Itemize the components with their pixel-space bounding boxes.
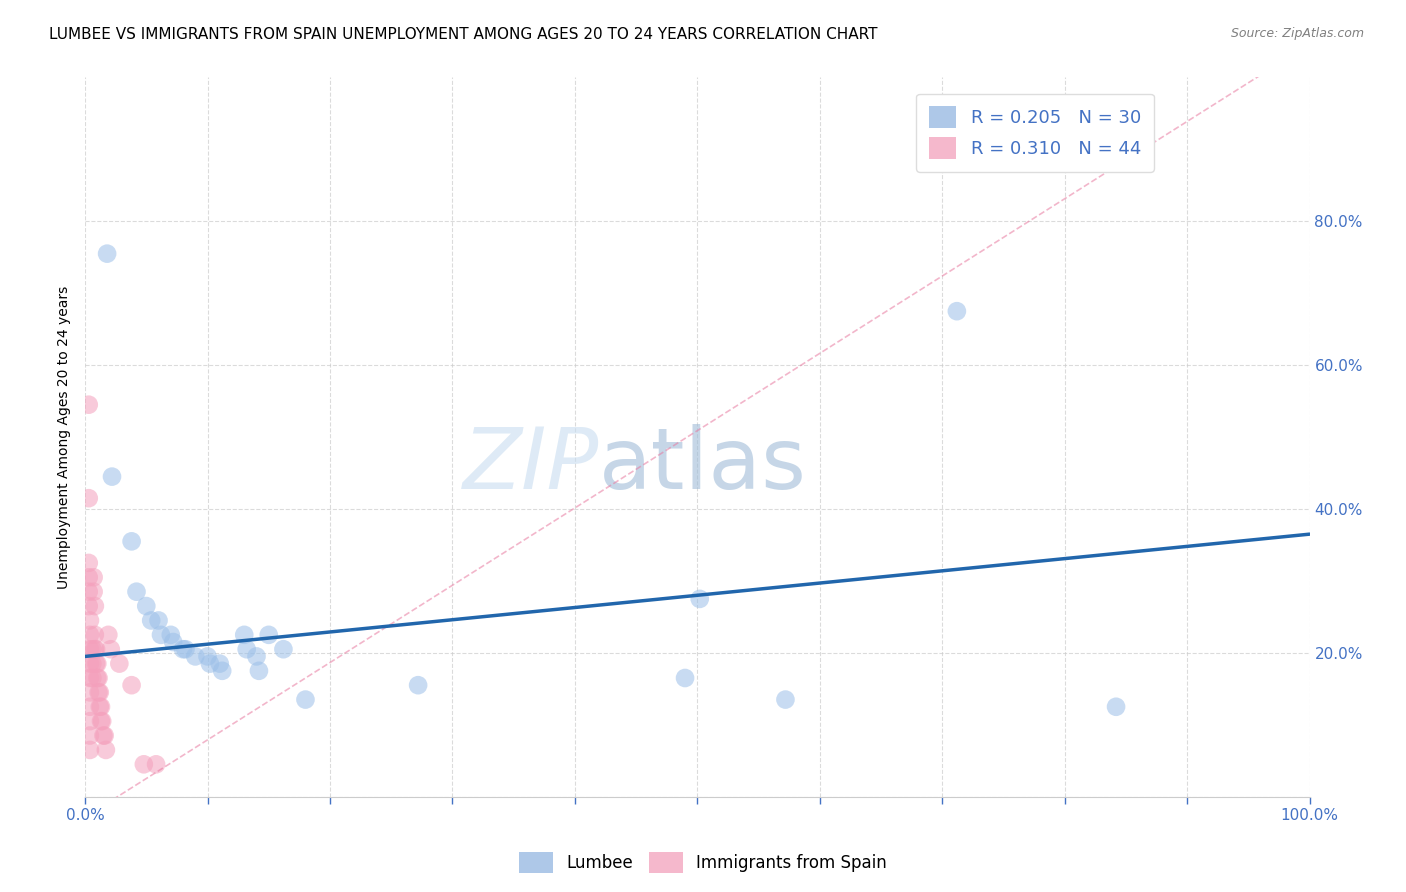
Text: ZIP: ZIP [463,425,599,508]
Legend: R = 0.205   N = 30, R = 0.310   N = 44: R = 0.205 N = 30, R = 0.310 N = 44 [917,94,1153,172]
Point [84,642,107,657]
Point [197,649,219,664]
Text: atlas: atlas [599,425,807,508]
Point [77,570,100,584]
Point [77,398,100,412]
Point [87,671,110,685]
Point [84,657,107,671]
Point [97,628,120,642]
Point [294,692,316,706]
Point [145,757,167,772]
Point [90,714,112,728]
Text: Source: ZipAtlas.com: Source: ZipAtlas.com [1230,27,1364,40]
Point [946,304,969,318]
Point [108,657,131,671]
Point [86,671,108,685]
Point [79,614,101,628]
Point [96,246,118,260]
Point [79,657,101,671]
Point [775,692,797,706]
Point [273,642,295,657]
Point [149,628,172,642]
Point [79,743,101,757]
Point [93,729,115,743]
Point [101,469,124,483]
Point [174,642,197,657]
Text: LUMBEE VS IMMIGRANTS FROM SPAIN UNEMPLOYMENT AMONG AGES 20 TO 24 YEARS CORRELATI: LUMBEE VS IMMIGRANTS FROM SPAIN UNEMPLOY… [49,27,877,42]
Point [235,642,257,657]
Point [79,671,101,685]
Point [257,628,280,642]
Point [83,599,105,613]
Legend: Lumbee, Immigrants from Spain: Lumbee, Immigrants from Spain [513,846,893,880]
Point [125,584,148,599]
Point [141,614,163,628]
Point [83,628,105,642]
Point [247,664,270,678]
Point [93,729,115,743]
Point [94,743,117,757]
Point [90,699,112,714]
Point [79,714,101,728]
Point [86,657,108,671]
Point [77,584,100,599]
Point [245,649,267,664]
Point [184,649,207,664]
Point [689,591,711,606]
Point [79,699,101,714]
Point [172,642,194,657]
Point [233,628,256,642]
Y-axis label: Unemployment Among Ages 20 to 24 years: Unemployment Among Ages 20 to 24 years [58,285,72,589]
Point [121,678,143,692]
Point [82,642,104,657]
Point [91,714,114,728]
Point [83,642,105,657]
Point [79,729,101,743]
Point [83,570,105,584]
Point [159,628,181,642]
Point [162,635,184,649]
Point [79,642,101,657]
Point [1105,699,1128,714]
Point [79,628,101,642]
Point [121,534,143,549]
Point [89,699,111,714]
Point [77,556,100,570]
Point [673,671,696,685]
Point [132,757,155,772]
Point [83,584,105,599]
Point [82,657,104,671]
Point [406,678,429,692]
Point [82,671,104,685]
Point [148,614,170,628]
Point [135,599,157,613]
Point [77,599,100,613]
Point [198,657,221,671]
Point [100,642,122,657]
Point [89,685,111,699]
Point [87,685,110,699]
Point [208,657,231,671]
Point [77,491,100,506]
Point [211,664,233,678]
Point [79,685,101,699]
